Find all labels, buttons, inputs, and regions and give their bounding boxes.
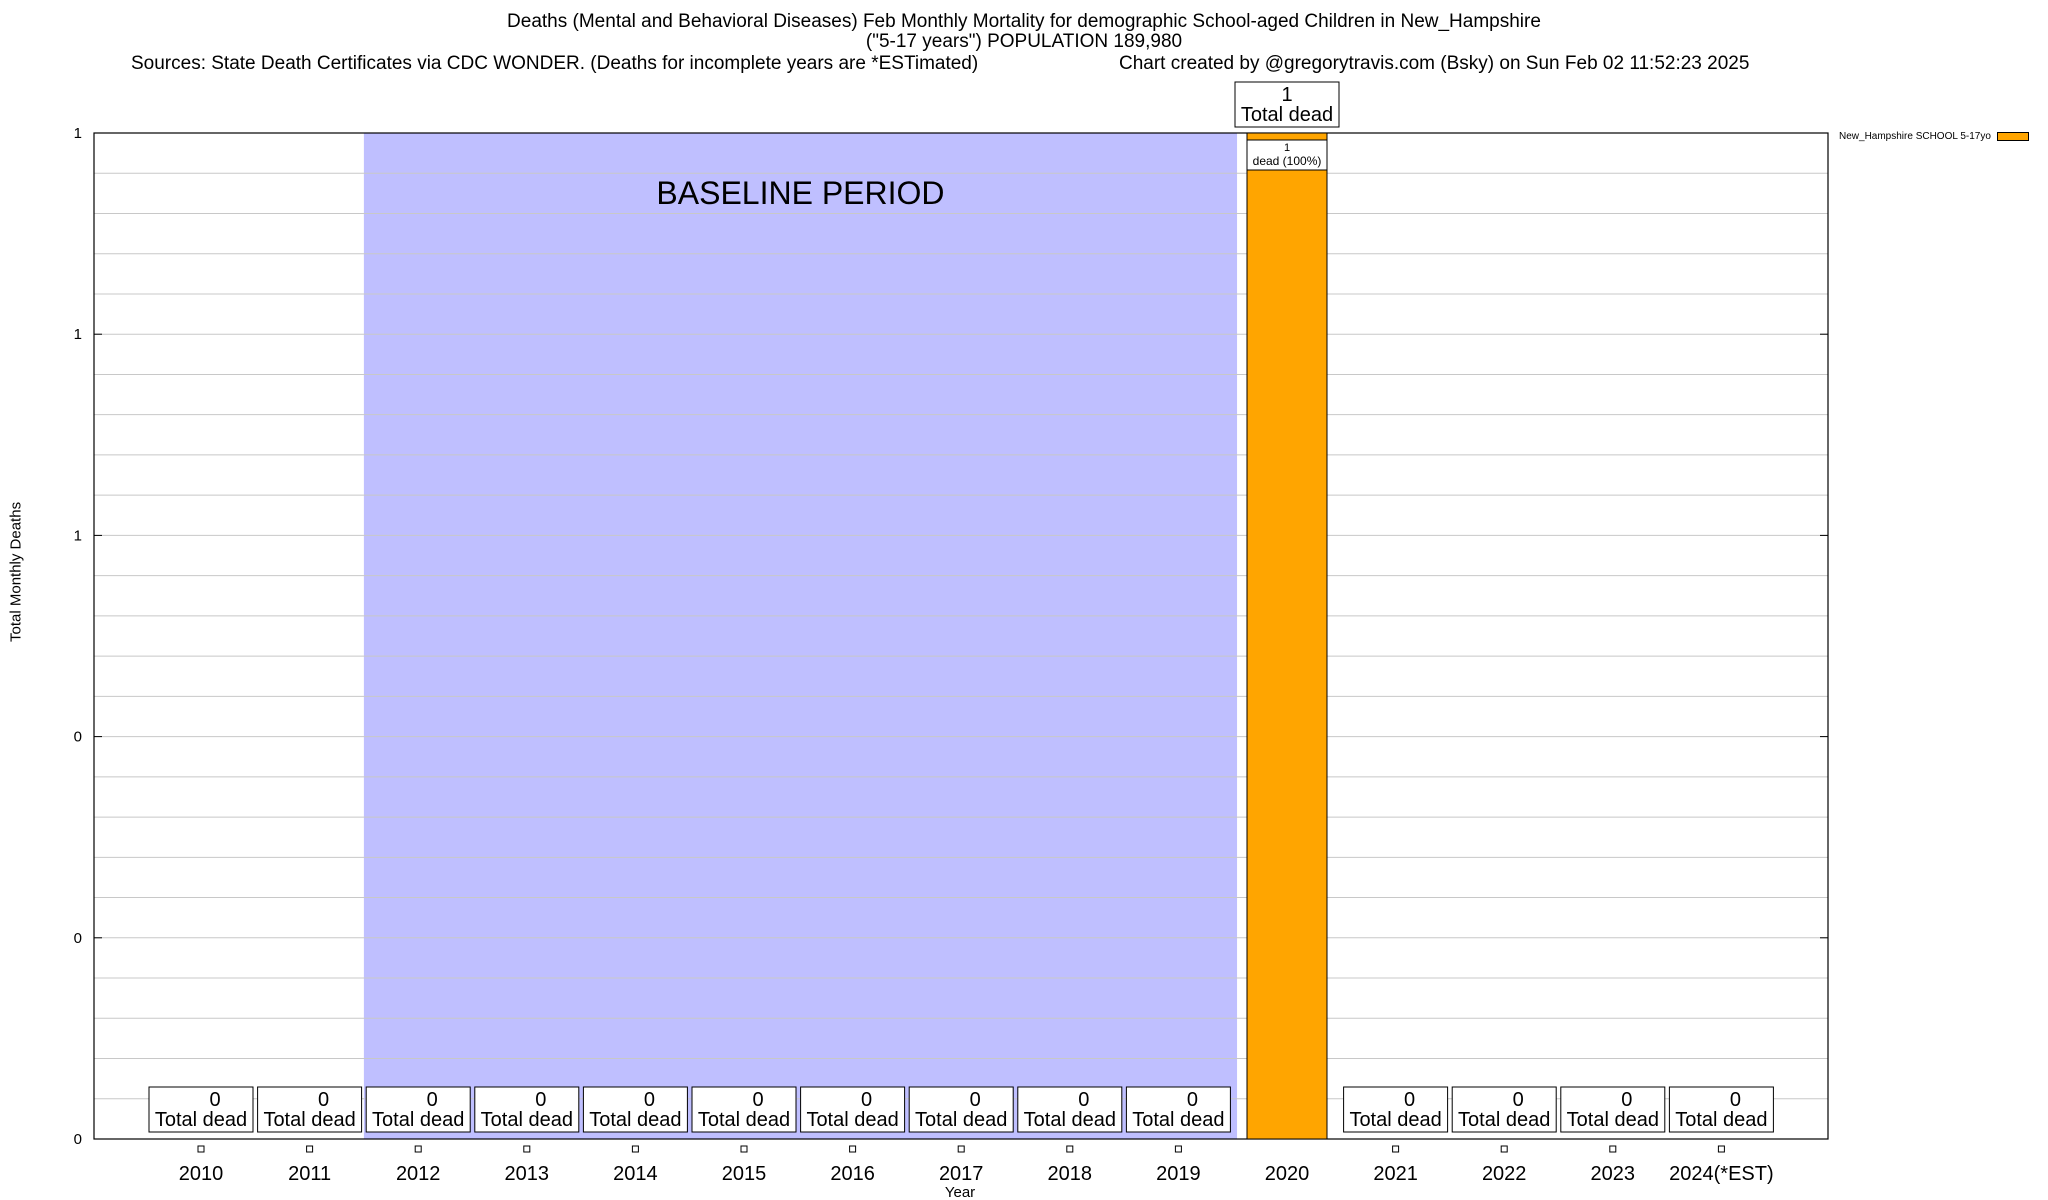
total-label-value: 0 [427,1089,438,1111]
total-label-value: 0 [1404,1089,1415,1111]
zero-value-marker [414,1145,422,1153]
total-label-value: 0 [1513,1089,1524,1111]
total-label-box [474,1086,580,1133]
total-label-box [908,1086,1014,1133]
total-label-value: 0 [209,1089,220,1111]
zero-value-marker [631,1145,639,1153]
zero-value-marker [1609,1145,1617,1153]
total-label-value: 0 [752,1089,763,1111]
total-label-text: Total dead [372,1109,464,1131]
total-label-box [1343,1086,1449,1133]
total-label-value: 0 [535,1089,546,1111]
total-label-text: Total dead [263,1109,355,1131]
total-label-box [365,1086,471,1133]
title-line-2: ("5-17 years") POPULATION 189,980 [865,31,1183,52]
legend-swatch [1996,132,2029,141]
total-label-text: Total dead [1675,1109,1767,1131]
total-label-value: 1 [1281,84,1292,106]
zero-value-marker [740,1145,748,1153]
x-tick-label: 2023 [1591,1163,1636,1185]
y-tick-label: 1 [74,125,82,142]
zero-value-marker [957,1145,965,1153]
total-label-value: 0 [1187,1089,1198,1111]
total-label-box [691,1086,797,1133]
x-axis-label: Year [945,1184,975,1200]
zero-value-marker [523,1145,531,1153]
total-label-text: Total dead [1132,1109,1224,1131]
x-tick-label: 2021 [1373,1163,1418,1185]
x-tick-label: 2017 [939,1163,984,1185]
total-label-box [1125,1086,1231,1133]
x-tick-label: 2022 [1482,1163,1527,1185]
zero-value-marker [197,1145,205,1153]
chart-title: Deaths (Mental and Behavioral Diseases) … [0,12,2048,52]
legend-label: New_Hampshire SCHOOL 5-17yo [1839,131,1991,142]
y-tick-label: 1 [74,527,82,544]
zero-value-marker [306,1145,314,1153]
segment-label-text: dead (100%) [1253,154,1322,168]
x-tick-label: 2010 [179,1163,224,1185]
x-tick-label: 2012 [396,1163,441,1185]
total-label-value: 0 [1621,1089,1632,1111]
total-label-box [800,1086,906,1133]
zero-value-marker [849,1145,857,1153]
total-label-box [1234,81,1340,128]
segment-label-box [1246,139,1328,171]
sources-note: Sources: State Death Certificates via CD… [131,53,979,74]
y-tick-label: 1 [74,326,82,343]
x-tick-label: 2016 [830,1163,875,1185]
bar [1246,132,1328,1140]
total-label-value: 0 [1078,1089,1089,1111]
legend: New_Hampshire SCHOOL 5-17yo [1839,131,2029,142]
total-label-value: 0 [861,1089,872,1111]
zero-value-marker [1174,1145,1182,1153]
total-label-value: 0 [318,1089,329,1111]
total-label-box [1451,1086,1557,1133]
y-tick-label: 0 [74,729,82,746]
plot-frame [93,132,1829,1140]
total-label-text: Total dead [698,1109,790,1131]
x-tick-label: 2020 [1265,1163,1310,1185]
total-label-text: Total dead [1241,104,1333,126]
total-label-text: Total dead [806,1109,898,1131]
title-line-1: Deaths (Mental and Behavioral Diseases) … [507,11,1541,32]
baseline-period-region [363,133,1238,1139]
total-label-text: Total dead [1567,1109,1659,1131]
total-label-text: Total dead [1349,1109,1441,1131]
segment-label-count: 1 [1284,142,1290,154]
zero-value-marker [1066,1145,1074,1153]
x-tick-label: 2015 [722,1163,767,1185]
zero-value-marker [1500,1145,1508,1153]
x-tick-label: 2019 [1156,1163,1201,1185]
total-label-box [1017,1086,1123,1133]
total-label-box [1668,1086,1774,1133]
total-label-text: Total dead [481,1109,573,1131]
total-label-box [257,1086,363,1133]
total-label-value: 0 [1730,1089,1741,1111]
total-label-text: Total dead [1458,1109,1550,1131]
baseline-period-annotation: BASELINE PERIOD [656,175,944,211]
x-tick-label: 2013 [505,1163,550,1185]
total-label-box [1560,1086,1666,1133]
x-tick-label: 2011 [288,1163,331,1185]
x-tick-label: 2024(*EST) [1669,1163,1774,1185]
total-label-text: Total dead [1024,1109,1116,1131]
y-axis-label: Total Monthly Deaths [7,501,25,642]
total-label-text: Total dead [155,1109,247,1131]
chart-credit: Chart created by @gregorytravis.com (Bsk… [1119,53,1750,74]
total-label-value: 0 [970,1089,981,1111]
zero-value-marker [1392,1145,1400,1153]
total-label-box [148,1086,254,1133]
total-label-text: Total dead [915,1109,1007,1131]
x-tick-label: 2018 [1048,1163,1093,1185]
zero-value-marker [1717,1145,1725,1153]
total-label-value: 0 [644,1089,655,1111]
total-label-box [582,1086,688,1133]
y-tick-label: 0 [74,1131,82,1148]
x-tick-label: 2014 [613,1163,658,1185]
total-label-text: Total dead [589,1109,681,1131]
y-tick-label: 0 [74,930,82,947]
